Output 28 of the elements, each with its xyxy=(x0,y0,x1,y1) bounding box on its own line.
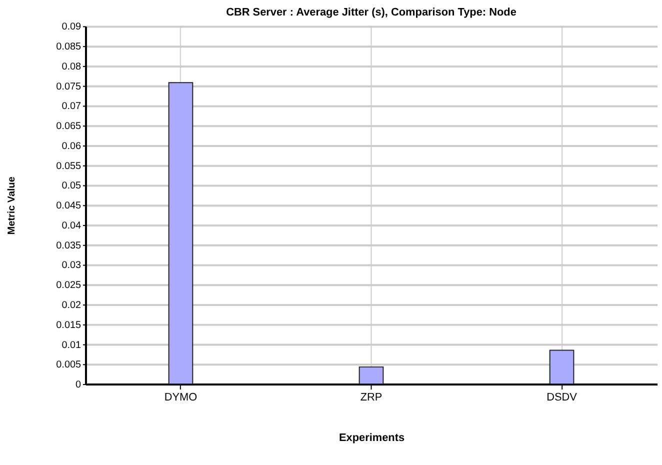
bar xyxy=(549,350,574,385)
y-tick-label: 0.01 xyxy=(62,340,82,351)
y-tick-label: 0.075 xyxy=(56,81,82,92)
y-tick-label: 0.02 xyxy=(62,300,82,311)
y-tick-label: 0.015 xyxy=(56,320,82,331)
y-tick-label: 0.04 xyxy=(62,220,82,232)
y-tick-label: 0.06 xyxy=(62,140,82,152)
x-tick-label: DYMO xyxy=(164,391,198,404)
y-tick-label: 0.055 xyxy=(56,160,82,172)
y-tick-label: 0.045 xyxy=(56,200,82,212)
x-tick-label: ZRP xyxy=(360,391,382,404)
y-tick-label: 0.07 xyxy=(62,101,82,112)
bar xyxy=(358,366,384,385)
y-tick-label: 0.005 xyxy=(56,360,82,371)
y-tick-label: 0.09 xyxy=(62,22,82,33)
y-tick-label: 0.085 xyxy=(56,42,82,53)
y-tick-label: 0.03 xyxy=(62,260,82,272)
y-tick-label: 0 xyxy=(75,380,82,391)
y-tick-label: 0.05 xyxy=(62,180,82,192)
y-axis-title: Metric Value xyxy=(6,176,18,235)
y-tick-label: 0.025 xyxy=(56,280,82,292)
chart-title: CBR Server : Average Jitter (s), Comparison Type: Node xyxy=(226,6,516,18)
x-axis-title: Experiments xyxy=(338,432,405,444)
x-tick-label: DSDV xyxy=(546,391,578,404)
y-tick-label: 0.08 xyxy=(62,61,82,72)
y-tick-label: 0.035 xyxy=(56,240,82,252)
y-tick-label: 0.065 xyxy=(56,121,82,132)
bar xyxy=(168,82,194,385)
